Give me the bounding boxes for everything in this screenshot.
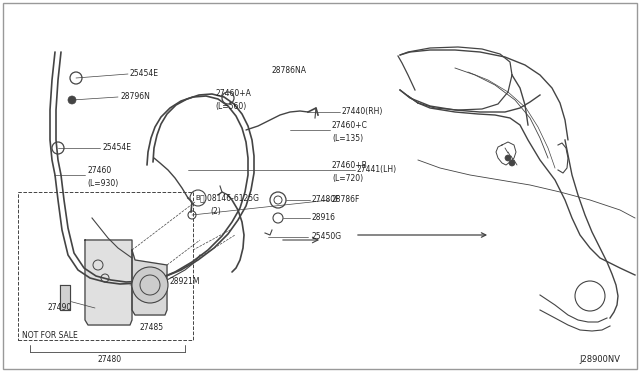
Text: (L=930): (L=930)	[87, 179, 118, 187]
Text: J28900NV: J28900NV	[579, 356, 620, 365]
Text: (L=135): (L=135)	[332, 134, 363, 142]
Text: 28796N: 28796N	[120, 92, 150, 100]
Circle shape	[68, 96, 76, 104]
Text: 27480F: 27480F	[312, 195, 340, 203]
Text: 28786NA: 28786NA	[272, 65, 307, 74]
Text: 27490: 27490	[48, 304, 72, 312]
Polygon shape	[132, 250, 167, 315]
Text: Ⓑ 08146-6125G: Ⓑ 08146-6125G	[200, 193, 259, 202]
Text: 27460: 27460	[87, 166, 111, 174]
Text: 25450G: 25450G	[312, 231, 342, 241]
Text: 28921M: 28921M	[170, 276, 200, 285]
Text: 25454E: 25454E	[130, 68, 159, 77]
Text: (L=720): (L=720)	[332, 173, 363, 183]
Polygon shape	[60, 285, 70, 310]
Text: 27460+A: 27460+A	[215, 89, 251, 97]
Polygon shape	[85, 240, 132, 325]
Circle shape	[505, 155, 511, 161]
Text: (2): (2)	[210, 206, 221, 215]
Text: 27441(LH): 27441(LH)	[357, 164, 397, 173]
Circle shape	[509, 160, 515, 166]
Text: B: B	[196, 195, 200, 201]
Text: 27460+B: 27460+B	[332, 160, 368, 170]
Text: 25454E: 25454E	[102, 142, 131, 151]
Text: 27460+C: 27460+C	[332, 121, 368, 129]
Text: (L=560): (L=560)	[215, 102, 246, 110]
Text: NOT FOR SALE: NOT FOR SALE	[22, 330, 77, 340]
Text: 28916: 28916	[312, 212, 336, 221]
Text: 28786F: 28786F	[332, 195, 360, 203]
Text: 27485: 27485	[140, 324, 164, 333]
Text: 27440(RH): 27440(RH)	[342, 106, 383, 115]
Text: 27480: 27480	[98, 356, 122, 365]
Circle shape	[132, 267, 168, 303]
